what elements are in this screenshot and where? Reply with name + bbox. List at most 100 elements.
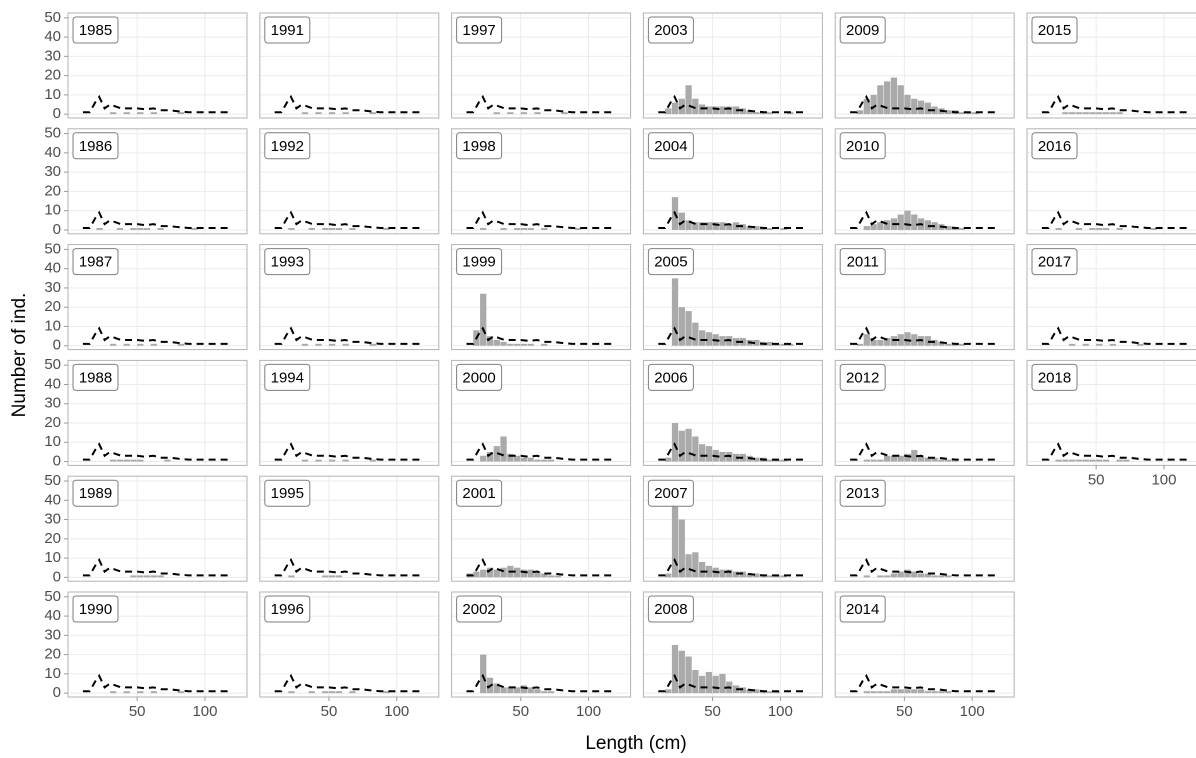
panel: 2010 <box>834 128 1015 235</box>
y-tick-label: 40 <box>44 375 61 392</box>
bar <box>766 691 774 694</box>
reference-line <box>850 210 1000 230</box>
reference-line <box>466 673 616 693</box>
bar <box>335 575 343 578</box>
panel: 1993 <box>259 244 440 351</box>
y-tick-label: 0 <box>53 337 61 354</box>
panel: 2017 <box>1026 244 1196 351</box>
strip-label: 2005 <box>654 254 687 271</box>
bar <box>856 110 864 115</box>
reference-line <box>274 673 424 693</box>
bar <box>856 343 864 346</box>
bar <box>685 220 692 230</box>
bar <box>547 575 555 578</box>
bar <box>698 561 706 578</box>
bar <box>884 575 891 578</box>
bar <box>712 106 719 115</box>
y-tick-label: 50 <box>44 588 61 605</box>
bar <box>1116 228 1123 230</box>
bar <box>541 343 548 346</box>
reference-line <box>466 558 616 577</box>
bar <box>328 575 336 578</box>
bar <box>705 222 713 230</box>
bar <box>665 457 672 462</box>
strip-label: 2008 <box>654 601 687 618</box>
bar <box>671 102 679 115</box>
strip-box <box>72 479 119 507</box>
bar <box>349 691 356 694</box>
bar <box>288 228 295 230</box>
x-tick-label: 50 <box>896 703 913 720</box>
bar <box>732 685 740 694</box>
bar <box>527 343 534 346</box>
y-tick-label: 10 <box>44 549 61 566</box>
bar <box>500 436 507 462</box>
bar <box>527 457 534 462</box>
strip-label: 2009 <box>846 22 879 39</box>
bar <box>150 691 157 694</box>
strip-label: 1985 <box>79 22 112 39</box>
bar <box>712 222 719 230</box>
bar <box>1069 112 1076 115</box>
panel: 1997 <box>451 12 632 119</box>
bar <box>863 691 870 694</box>
bar <box>513 687 521 694</box>
panel-border <box>642 244 823 351</box>
strip-box <box>72 595 119 623</box>
bar <box>493 339 500 346</box>
bar <box>1150 228 1157 230</box>
bar <box>123 112 130 115</box>
bar <box>678 519 685 578</box>
bar <box>507 453 514 462</box>
y-tick-label: 20 <box>44 67 61 84</box>
y-tick-label: 10 <box>44 86 61 103</box>
bar <box>493 683 500 694</box>
bar <box>705 671 713 694</box>
panel-border <box>67 128 248 235</box>
panel: 2006 <box>642 359 823 466</box>
reference-line <box>658 326 808 345</box>
bar <box>904 689 911 694</box>
strip: 1998 <box>456 132 503 160</box>
bar <box>322 691 329 694</box>
bar <box>554 575 561 578</box>
panel-border <box>451 591 632 698</box>
bar <box>938 341 945 346</box>
bar <box>877 339 884 346</box>
y-tick-label: 10 <box>44 202 61 219</box>
strip-label: 2018 <box>1038 369 1071 386</box>
bar <box>96 228 103 230</box>
panel: 2011 <box>834 244 1015 351</box>
bar <box>116 459 124 462</box>
y-tick-label: 40 <box>44 607 61 624</box>
bar <box>924 102 931 115</box>
reference-line <box>850 673 1000 693</box>
bar <box>1062 459 1069 462</box>
bar <box>561 112 568 115</box>
bar <box>130 228 137 230</box>
bar <box>1062 112 1069 115</box>
bar <box>507 343 514 346</box>
strip-box <box>1031 132 1078 160</box>
bar <box>705 446 713 462</box>
strip-box <box>647 248 694 276</box>
strip-box <box>456 248 503 276</box>
panel-border <box>451 12 632 119</box>
bar <box>766 228 774 230</box>
bar <box>1075 112 1083 115</box>
y-tick-label: 20 <box>44 646 61 663</box>
bar <box>1082 112 1089 115</box>
strip: 1985 <box>72 16 119 44</box>
bar <box>575 228 582 230</box>
strip-box <box>839 595 886 623</box>
bar <box>685 85 692 115</box>
x-tick-label: 100 <box>384 703 409 720</box>
bar <box>137 112 144 115</box>
bar <box>692 436 699 462</box>
y-tick-label: 0 <box>53 105 61 122</box>
panel: 1985 0 10 20 30 40 50 <box>44 9 248 122</box>
bar <box>904 210 911 230</box>
bar <box>150 575 157 578</box>
bar <box>500 567 507 578</box>
